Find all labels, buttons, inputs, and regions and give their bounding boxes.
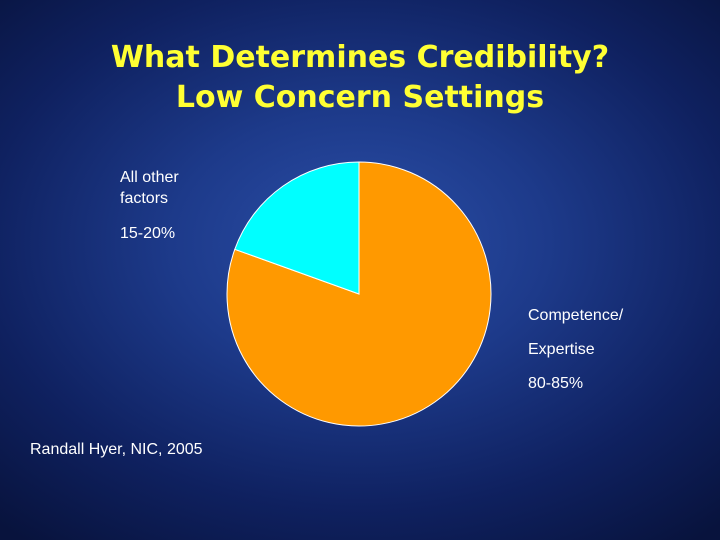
pie-slices (226, 161, 492, 427)
slice-value-other: 15-20% (120, 225, 176, 242)
pie-slice-other-factors (234, 161, 360, 295)
slice-label-competence-line2: Expertise (528, 341, 595, 358)
slide-title-line1: What Determines Credibility? (110, 40, 610, 75)
slice-label-other-line2: factors (120, 190, 169, 207)
slice-label-other-line1: All other (120, 169, 179, 186)
source-citation: Randall Hyer, NIC, 2005 (30, 441, 203, 458)
slide-title-line2: Low Concern Settings (175, 80, 545, 115)
pie-slice-competence-expertise (226, 161, 492, 427)
slice-value-competence: 80-85% (528, 375, 584, 392)
slice-label-competence-line1: Competence/ (528, 307, 624, 324)
